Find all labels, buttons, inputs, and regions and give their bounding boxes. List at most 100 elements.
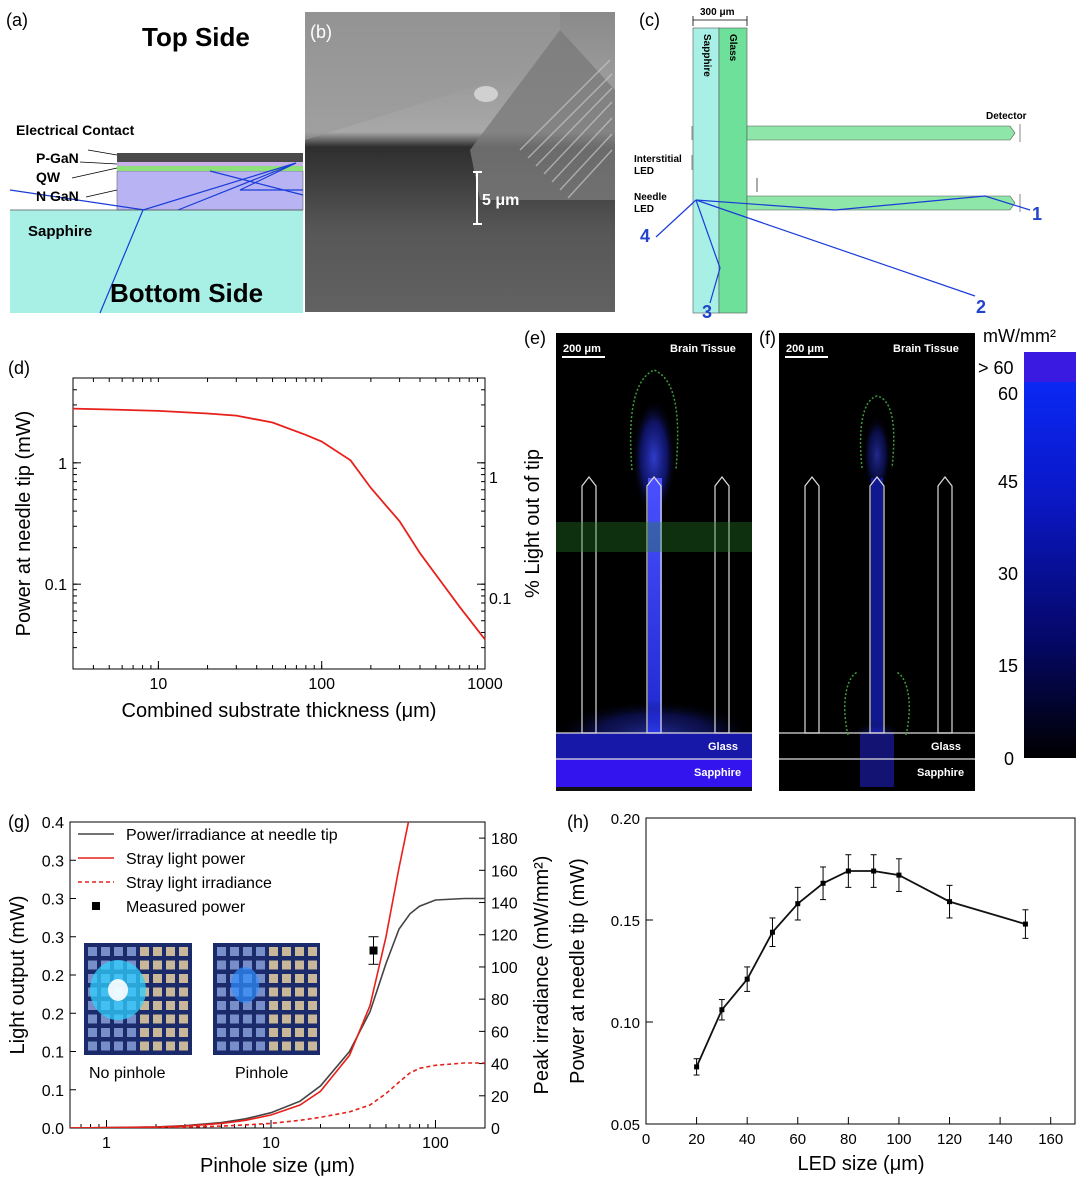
inset-led-cell bbox=[153, 987, 162, 997]
y-right-tick-label-d: 0.1 bbox=[489, 591, 511, 608]
measured-point-g bbox=[369, 946, 378, 955]
inset-led-cell bbox=[88, 960, 97, 970]
colorbar-gradient bbox=[1024, 352, 1076, 758]
panel-f: (f) 200 μm Brain Tissue Glass Sapphire bbox=[759, 328, 975, 791]
y-right-tick-label-g: 20 bbox=[491, 1089, 509, 1106]
inset-led-cell bbox=[179, 1028, 188, 1037]
inset-led-cell bbox=[282, 974, 291, 983]
colorbar: mW/mm² > 60 60 45 30 15 0 bbox=[978, 326, 1076, 769]
inset-led-cell bbox=[269, 974, 278, 983]
inset-led-cell bbox=[282, 1014, 291, 1024]
data-point-h bbox=[896, 872, 902, 878]
y-tick-label-g: 0.1 bbox=[42, 1045, 64, 1062]
series-line-g bbox=[70, 1062, 485, 1128]
scale-200um-e: 200 μm bbox=[563, 343, 601, 355]
inset-led-cell bbox=[88, 947, 97, 956]
y-axis-label-h: Power at needle tip (mW) bbox=[567, 858, 589, 1084]
inset-led-cell bbox=[153, 947, 162, 956]
data-point-h bbox=[744, 976, 750, 982]
x-tick-label-h: 80 bbox=[840, 1131, 857, 1148]
inset-led-cell bbox=[179, 960, 188, 970]
inset-led-cell bbox=[295, 974, 304, 983]
inset-led-cell bbox=[101, 1028, 110, 1037]
y-right-axis-label-g: Peak irradiance (mW/mm²) bbox=[531, 856, 553, 1095]
qw-label: QW bbox=[36, 169, 61, 185]
inset-led-cell bbox=[256, 1041, 265, 1051]
x-tick-label-g: 100 bbox=[422, 1135, 449, 1152]
y-axis-label-d: Power at needle tip (mW) bbox=[13, 411, 35, 637]
x-tick-label-h: 140 bbox=[988, 1131, 1013, 1148]
colorbar-tick-0: 0 bbox=[1004, 749, 1014, 769]
pgan-layer bbox=[117, 162, 303, 166]
y-right-tick-label-g: 40 bbox=[491, 1057, 509, 1074]
panel-h: (h) 0 20 40 60 80 100 120 140 160 0.05 0.10 0.15 0.2… bbox=[567, 811, 1076, 1175]
inset-led-cell bbox=[153, 974, 162, 983]
data-point-h bbox=[719, 1007, 725, 1013]
x-axis-label-g: Pinhole size (μm) bbox=[200, 1155, 355, 1177]
y-tick-label-g: 0.3 bbox=[42, 853, 64, 870]
x-tick-label-h: 0 bbox=[642, 1131, 650, 1148]
inset-led-cell bbox=[282, 947, 291, 956]
panel-label-a: (a) bbox=[6, 10, 28, 30]
colorbar-unit: mW/mm² bbox=[983, 326, 1056, 346]
y-tick-label-g: 0.1 bbox=[42, 1083, 64, 1100]
sapphire-label-c: Sapphire bbox=[701, 34, 712, 77]
inset-no-pinhole bbox=[84, 943, 192, 1055]
inset-led-cell bbox=[243, 960, 252, 970]
x-tick-label-h: 120 bbox=[937, 1131, 962, 1148]
interstitial-led-label-2: LED bbox=[634, 166, 654, 177]
bottom-side-label: Bottom Side bbox=[110, 278, 263, 308]
inset-led-cell bbox=[166, 1014, 175, 1024]
glass-substrate bbox=[718, 27, 748, 314]
inset-led-cell bbox=[243, 1014, 252, 1024]
interstitial-led-label-1: Interstitial bbox=[634, 154, 682, 165]
legend-label-g: Power/irradiance at needle tip bbox=[126, 827, 338, 844]
inset-led-cell bbox=[243, 1041, 252, 1051]
inset-led-cell bbox=[308, 987, 317, 997]
inset-led-cell bbox=[269, 1041, 278, 1051]
y-right-tick-label-g: 60 bbox=[491, 1024, 509, 1041]
y-tick-label-h: 0.20 bbox=[611, 811, 640, 828]
inset-led-cell bbox=[217, 1041, 226, 1051]
inset-led-cell bbox=[179, 974, 188, 983]
inset-led-cell bbox=[140, 1014, 149, 1024]
inset-led-cell bbox=[140, 974, 149, 983]
y-tick-label-g: 0.3 bbox=[42, 892, 64, 909]
inset-led-cell bbox=[308, 960, 317, 970]
inset-led-cell bbox=[217, 987, 226, 997]
y-right-tick-label-g: 0 bbox=[491, 1121, 500, 1138]
ray-number-1: 1 bbox=[1032, 204, 1042, 224]
panel-e: (e) 200 μm Brain Tissue Glass Sapphire bbox=[524, 328, 754, 791]
inset-led-cell bbox=[153, 1041, 162, 1051]
x-tick-label-g: 1 bbox=[102, 1135, 111, 1152]
inset-led-cell bbox=[166, 947, 175, 956]
scale-bar-5um bbox=[473, 171, 482, 225]
inset-led-cell bbox=[114, 1028, 123, 1037]
chart-d: 10 100 1000 0.1 0.1 1 1 Combined substrate thic… bbox=[13, 377, 544, 722]
y-tick-label-d: 1 bbox=[58, 456, 67, 473]
brain-tissue-label-f: Brain Tissue bbox=[893, 343, 959, 355]
inset-led-cell bbox=[243, 947, 252, 956]
panel-d: (d) 10 100 1000 0.1 0.1 1 1 Combined substrate … bbox=[8, 358, 544, 722]
x-tick-label-h: 60 bbox=[789, 1131, 806, 1148]
y-right-tick-label-g: 100 bbox=[491, 960, 518, 977]
inset-led-cell bbox=[269, 1001, 278, 1010]
x-tick-label-d: 10 bbox=[149, 676, 167, 693]
ngan-label: N GaN bbox=[36, 188, 79, 204]
plot-frame-d bbox=[72, 377, 486, 670]
y-right-tick-label-g: 120 bbox=[491, 928, 518, 945]
y-tick-label-h: 0.10 bbox=[611, 1015, 640, 1032]
panel-label-f: (f) bbox=[759, 328, 776, 348]
inset-led-cell bbox=[269, 1028, 278, 1037]
x-axis-label-h: LED size (μm) bbox=[797, 1153, 924, 1175]
inset-led-cell bbox=[153, 960, 162, 970]
inset-led-cell bbox=[282, 987, 291, 997]
data-point-h bbox=[845, 868, 851, 874]
x-tick-label-h: 160 bbox=[1038, 1131, 1063, 1148]
ray-number-4: 4 bbox=[640, 226, 650, 246]
colorbar-tick-45: 45 bbox=[998, 472, 1018, 492]
inset-led-cell bbox=[256, 1001, 265, 1010]
y-tick-label-g: 0.0 bbox=[42, 1121, 64, 1138]
dimension-300um: 300 μm bbox=[700, 7, 735, 18]
inset-led-cell bbox=[101, 1041, 110, 1051]
